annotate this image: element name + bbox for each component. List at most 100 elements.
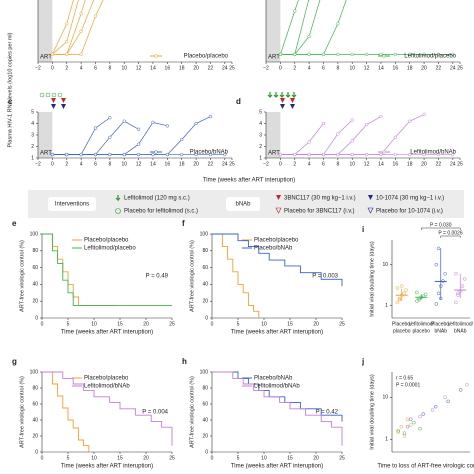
data-point [458,388,463,392]
data-point [93,152,98,157]
x-tick-label: 0 [279,65,282,71]
data-point [396,429,400,433]
x-tick-label: 15 [287,321,293,327]
survival-curve [212,233,343,287]
annotation: P = 0.0026 [438,230,462,236]
x-tick-label: 10 [261,455,267,461]
data-point [350,118,354,122]
x-tick-label: 15 [117,321,123,327]
x-tick-label: 20 [143,321,149,327]
data-point [350,152,354,157]
x-tick-label: 24 [222,161,228,167]
data-point [433,404,438,409]
data-point [456,291,460,296]
data-point [79,152,83,157]
x-tick-label: 20 [313,321,319,327]
data-point [180,152,184,157]
x-axis-label: Time (weeks after ART interuption) [61,464,153,470]
art-shade [38,112,53,158]
y-tick-label: 5 [31,109,34,115]
x-tick-label: 18 [179,65,185,71]
y-tick-label: 2 [259,144,262,150]
panel: ART−2 0 2 4 6 8 10 12 14 16 18 20 22 24 25Lefitolimod/… [263,0,463,71]
x-axis-label: Time to loss of ART-free virologic contr… [377,464,474,470]
panel: f 0 5 10 15 20 25 0 20 40 60 80 100 Time (weeks after… [182,219,345,335]
legend-swatch [154,150,158,154]
x-axis-label: Time (weeks after ART interuption) [231,330,323,336]
data-point [208,152,213,157]
y-tick-label: 0 [205,449,208,455]
data-point [194,152,198,157]
x-tick-label: 25 [339,455,345,461]
data-point [379,114,383,119]
data-point [402,431,407,435]
x-tick-label: 4 [308,161,311,167]
x-tick-label: 5 [67,455,70,461]
data-point [307,140,311,144]
y-axis-label: Initial viral doubling time (days) [369,241,375,317]
data-point [402,291,406,296]
data-point [446,399,450,404]
data-point [336,52,340,56]
data-point [417,297,421,302]
data-point [399,424,404,429]
series-line [52,0,86,55]
x-tick-label: −2 [35,161,41,167]
legend-label: Lefitolimod/bNAb [410,150,456,156]
x-tick-label: 10 [91,321,97,327]
y-tick-label: 2 [31,144,34,150]
y-tick-label: 40 [32,282,38,288]
x-tick-label: −2 [263,161,269,167]
icon-3bnc117-placebo [275,207,282,214]
data-point [379,152,383,157]
x-tick-label: 24 [222,65,228,71]
data-point [397,297,402,302]
y-tick-label: 60 [202,265,208,271]
data-point [307,152,311,157]
x-tick-label: 12 [364,161,370,167]
series-line [280,0,299,55]
data-point [165,152,169,157]
legend-label: Placebo/placebo [184,54,229,60]
data-point [350,52,354,56]
data-point [307,52,311,56]
data-point [397,296,402,301]
panel-letter: j [361,357,364,366]
data-point [223,152,227,157]
x-tick-label: 25 [229,65,235,71]
data-point [293,152,297,157]
data-point [465,382,469,387]
x-tick-label: 20 [421,65,427,71]
y-tick-label: 80 [202,248,208,254]
data-point [79,29,83,34]
box-tag [48,197,96,211]
x-tick-label: 0 [41,321,44,327]
icon-3bnc117 [276,195,281,200]
y-axis-label: ART-free virologic control (%) [19,376,25,448]
x-tick-label: 2 [293,65,296,71]
data-point [307,34,311,39]
legend-swatch [382,150,386,154]
x-tick-label: 10 [121,161,127,167]
art-shade [266,112,281,158]
x-tick-label: bNAb [454,328,467,334]
data-point [451,152,455,157]
y-tick-label: 0 [35,315,38,321]
survival-curve [42,371,173,446]
series-line [52,120,139,155]
data-point [379,52,383,56]
x-tick-label: 6 [322,161,325,167]
x-tick-label: 12 [364,65,370,71]
x-tick-label: −2 [263,65,269,71]
survival-curve [42,371,90,452]
data-point [395,286,400,290]
series-line [280,123,324,155]
panel: g 0 5 10 15 20 25 0 20 40 60 80 100 Time (weeks after… [12,357,175,469]
y-tick-label: 100 [200,231,209,237]
x-tick-label: placebo [393,328,411,334]
data-point [396,430,400,434]
x-tick-label: 0 [279,161,282,167]
x-tick-label: bNAb [434,328,447,334]
data-point [321,121,326,126]
